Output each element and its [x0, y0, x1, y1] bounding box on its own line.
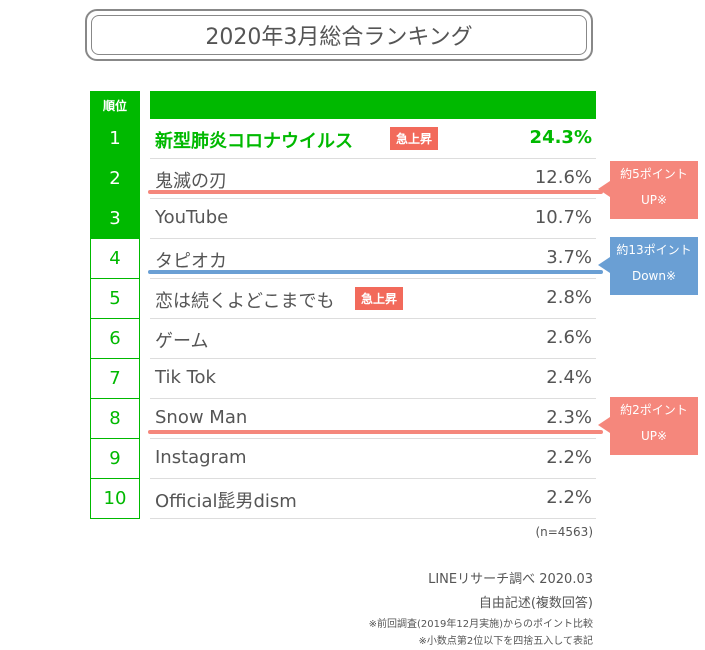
surge-badge: 急上昇	[355, 287, 404, 310]
footnote-comparison: ※前回調査(2019年12月実施)からのポイント比較	[368, 619, 593, 630]
item-percentage: 2.4%	[546, 367, 592, 388]
callout-direction: Down※	[631, 269, 677, 283]
rank-header: 順位	[90, 91, 140, 119]
item-name: タピオカ	[155, 251, 227, 272]
callout-direction: UP※	[640, 429, 668, 443]
rank-cell: 9	[90, 439, 140, 479]
item-percentage: 3.7%	[546, 247, 592, 268]
item-name: YouTube	[155, 207, 229, 228]
source-note: LINEリサーチ調べ 2020.03	[428, 572, 593, 587]
change-callout: 約5ポイント UP※	[610, 161, 698, 219]
item-percentage: 2.2%	[546, 487, 592, 508]
table-row: Snow Man 2.3%	[150, 399, 596, 439]
table-row: 恋は続くよどこまでも 急上昇 2.8%	[150, 279, 596, 319]
method-note: 自由記述(複数回答)	[478, 596, 593, 611]
rank-cell: 8	[90, 399, 140, 439]
table-row: Instagram 2.2%	[150, 439, 596, 479]
change-underline	[148, 190, 603, 194]
item-name: Tik Tok	[155, 367, 216, 388]
change-callout: 約13ポイント Down※	[610, 237, 698, 295]
item-percentage: 10.7%	[534, 207, 592, 228]
callout-points: 約13ポイント	[616, 243, 692, 257]
item-name: 鬼滅の刃	[155, 171, 227, 192]
table-row: ゲーム 2.6%	[150, 319, 596, 359]
table-header-bar	[150, 91, 596, 119]
item-percentage: 2.3%	[546, 407, 592, 428]
rank-cell: 7	[90, 359, 140, 399]
rank-cell: 5	[90, 279, 140, 319]
item-name: 恋は続くよどこまでも	[155, 291, 335, 312]
item-percentage: 2.2%	[546, 447, 592, 468]
change-underline	[148, 430, 603, 434]
change-underline	[148, 270, 603, 274]
table-row: 鬼滅の刃 12.6%	[150, 159, 596, 199]
table-row: YouTube 10.7%	[150, 199, 596, 239]
sample-size: (n=4563)	[535, 525, 593, 539]
item-name: Instagram	[155, 447, 247, 468]
item-percentage: 12.6%	[534, 167, 592, 188]
callout-points: 約5ポイント	[620, 167, 688, 181]
rank-cell: 6	[90, 319, 140, 359]
item-percentage: 2.8%	[546, 287, 592, 308]
table-row: Official髭男dism 2.2%	[150, 479, 596, 519]
table-row: タピオカ 3.7%	[150, 239, 596, 279]
callout-pointer	[598, 257, 610, 273]
title-box: 2020年3月総合ランキング	[85, 9, 593, 61]
callout-pointer	[598, 181, 610, 197]
item-name: Official髭男dism	[155, 491, 297, 512]
callout-points: 約2ポイント	[620, 403, 688, 417]
item-name: Snow Man	[155, 407, 248, 428]
footnote-rounding: ※小数点第2位以下を四捨五入して表記	[418, 636, 593, 647]
rank-cell: 4	[90, 239, 140, 279]
callout-direction: UP※	[640, 193, 668, 207]
item-name: 新型肺炎コロナウイルス	[155, 131, 353, 152]
item-percentage: 2.6%	[546, 327, 592, 348]
item-percentage: 24.3%	[529, 127, 592, 148]
table-row: 新型肺炎コロナウイルス 急上昇 24.3%	[150, 119, 596, 159]
rank-cell: 3	[90, 199, 140, 239]
change-callout: 約2ポイント UP※	[610, 397, 698, 455]
surge-badge: 急上昇	[390, 127, 439, 150]
item-name: ゲーム	[155, 331, 209, 352]
page-title: 2020年3月総合ランキング	[91, 15, 587, 55]
rank-cell: 2	[90, 159, 140, 199]
rank-cell: 10	[90, 479, 140, 519]
table-row: Tik Tok 2.4%	[150, 359, 596, 399]
callout-pointer	[598, 417, 610, 433]
rank-cell: 1	[90, 119, 140, 159]
